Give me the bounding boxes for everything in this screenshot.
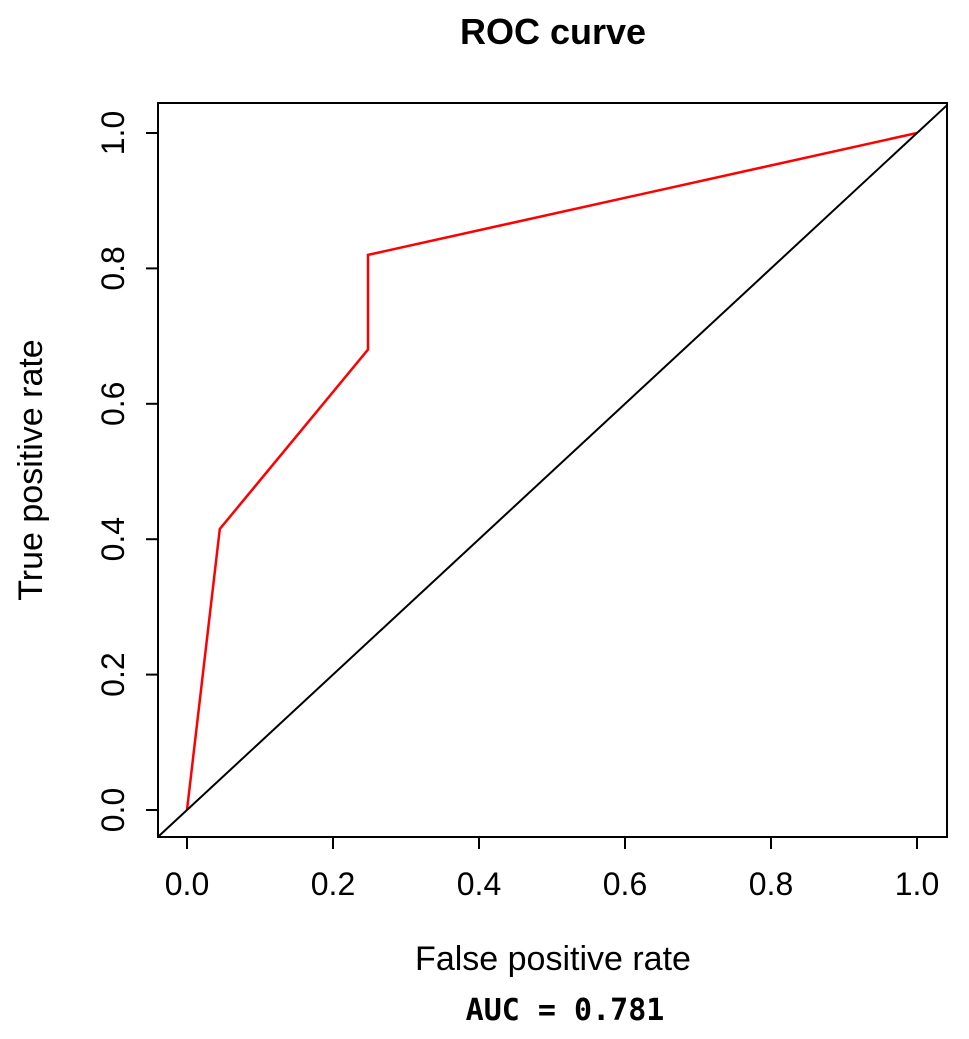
roc-curve-line	[185, 131, 918, 811]
x-tick-label: 0.8	[749, 866, 793, 902]
plot-area	[157, 104, 948, 838]
y-tick-label: 1.0	[95, 111, 131, 155]
y-tick-label: 0.2	[95, 652, 131, 696]
y-axis-title: True positive rate	[12, 339, 50, 600]
x-axis: 0.0 0.2 0.4 0.6 0.8 1.0	[165, 837, 939, 902]
x-tick-label: 1.0	[895, 866, 939, 902]
y-tick-label: 0.4	[95, 517, 131, 561]
y-tick-label: 0.6	[95, 382, 131, 426]
y-tick-label: 0.0	[95, 788, 131, 832]
x-tick-label: 0.0	[165, 866, 209, 902]
x-tick-label: 0.4	[457, 866, 501, 902]
x-tick-label: 0.6	[603, 866, 647, 902]
x-tick-label: 0.2	[311, 866, 355, 902]
y-axis: 0.0 0.2 0.4 0.6 0.8 1.0	[95, 111, 158, 832]
reference-diagonal-line	[157, 104, 948, 838]
x-axis-title: False positive rate	[415, 940, 691, 978]
plot-frame	[157, 102, 948, 838]
chart-title: ROC curve	[460, 11, 646, 52]
auc-annotation: AUC = 0.781	[466, 993, 665, 1028]
y-tick-label: 0.8	[95, 246, 131, 290]
